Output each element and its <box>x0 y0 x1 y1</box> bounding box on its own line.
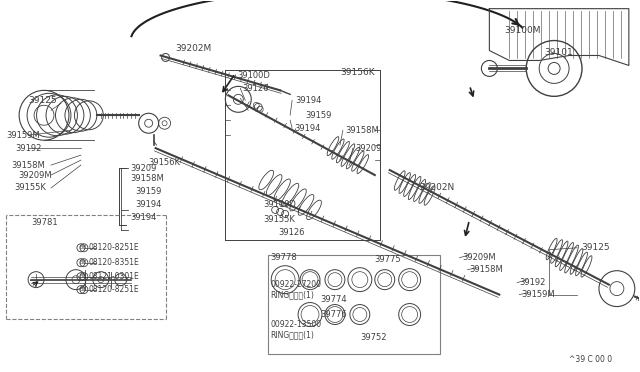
Text: 39194: 39194 <box>295 96 321 105</box>
Text: 39100D: 39100D <box>237 71 270 80</box>
Text: 39202M: 39202M <box>175 44 212 53</box>
Text: 39209: 39209 <box>131 164 157 173</box>
Text: 39194: 39194 <box>294 124 321 133</box>
Text: 39158M: 39158M <box>11 161 45 170</box>
Text: 39774: 39774 <box>320 295 347 304</box>
Text: 39194: 39194 <box>136 201 162 209</box>
Text: B: B <box>82 260 86 265</box>
Text: B: B <box>79 287 83 292</box>
Text: 39155K: 39155K <box>263 215 295 224</box>
Text: B: B <box>79 274 83 279</box>
Text: 39100M: 39100M <box>504 26 541 35</box>
Text: 39125: 39125 <box>28 96 57 105</box>
Text: B: B <box>79 260 83 265</box>
Text: 39775: 39775 <box>375 255 401 264</box>
Text: B: B <box>79 245 83 250</box>
Text: RINGリング(1): RINGリング(1) <box>270 330 314 339</box>
Text: 39202N: 39202N <box>420 183 455 192</box>
Text: 39126: 39126 <box>278 228 305 237</box>
Text: 39209: 39209 <box>355 144 381 153</box>
Text: 39155K: 39155K <box>14 183 46 192</box>
Text: 08120-8351E: 08120-8351E <box>89 258 140 267</box>
Text: 39159: 39159 <box>305 111 332 120</box>
Text: 39125: 39125 <box>581 243 610 252</box>
Text: 39158M: 39158M <box>469 265 503 274</box>
Text: B: B <box>82 287 86 292</box>
Text: 39192: 39192 <box>519 278 546 287</box>
Text: 39194: 39194 <box>131 214 157 222</box>
Text: 39158M: 39158M <box>345 126 379 135</box>
Text: RINGリング(1): RINGリング(1) <box>270 290 314 299</box>
Text: 39752: 39752 <box>360 333 387 342</box>
Text: 39126: 39126 <box>243 84 269 93</box>
Text: 39156K: 39156K <box>148 158 180 167</box>
Text: 39159: 39159 <box>136 187 162 196</box>
Text: 39159M: 39159M <box>521 290 555 299</box>
Text: B: B <box>82 245 86 250</box>
Text: 39159M: 39159M <box>6 131 40 140</box>
Text: 39776: 39776 <box>320 310 347 319</box>
Text: 39101: 39101 <box>544 48 573 57</box>
Text: 39781: 39781 <box>31 218 58 227</box>
Text: 08120-8251E: 08120-8251E <box>89 243 140 252</box>
Text: 08120-8251E: 08120-8251E <box>89 285 140 294</box>
Text: 39158M: 39158M <box>131 173 164 183</box>
Text: ^39 C 00 0: ^39 C 00 0 <box>569 355 612 364</box>
Text: 39209M: 39209M <box>463 253 496 262</box>
Text: 00922-27200: 00922-27200 <box>270 280 321 289</box>
Text: 39778: 39778 <box>270 253 297 262</box>
Text: 00922-13500: 00922-13500 <box>270 320 321 329</box>
Text: 39209M: 39209M <box>18 170 52 180</box>
Text: 39100D: 39100D <box>263 201 296 209</box>
Text: 39192: 39192 <box>15 144 42 153</box>
Text: B: B <box>82 274 86 279</box>
Text: 39156K: 39156K <box>340 68 374 77</box>
Text: 08121-0301E: 08121-0301E <box>89 272 140 281</box>
